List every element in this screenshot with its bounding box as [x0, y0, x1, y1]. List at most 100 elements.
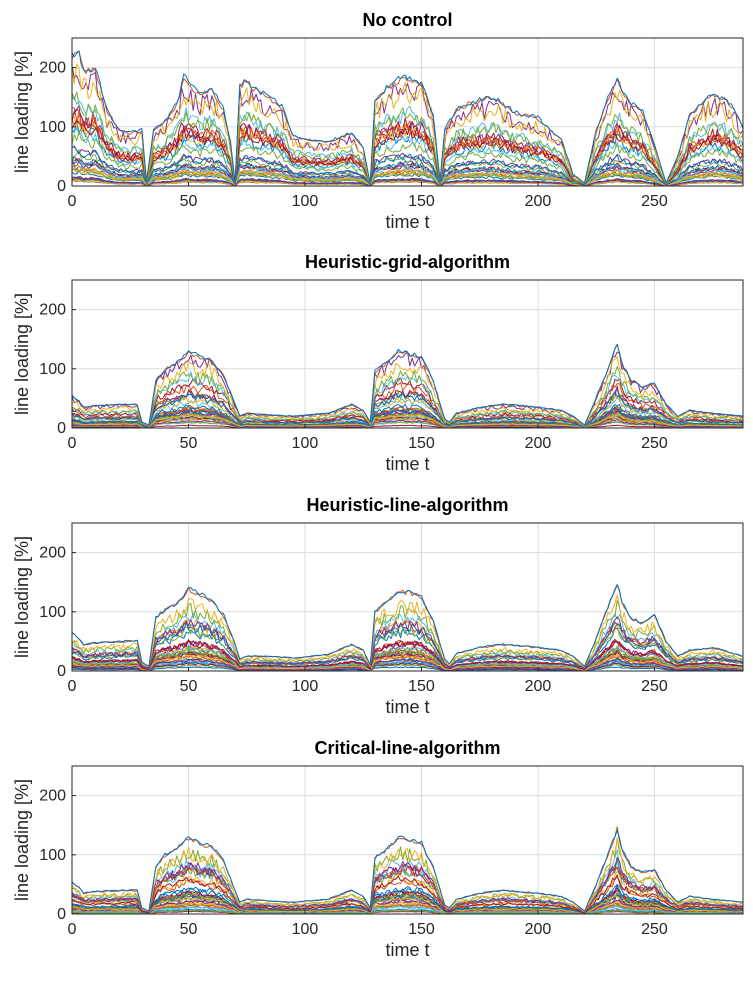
series-line: [72, 407, 743, 428]
x-tick-label: 50: [180, 921, 198, 938]
series-line: [72, 895, 743, 914]
x-tick-label: 0: [68, 435, 77, 452]
series-line: [72, 407, 743, 428]
x-tick-label: 250: [641, 435, 668, 452]
series-line: [72, 849, 743, 913]
series-group: [72, 343, 743, 428]
series-line: [72, 856, 743, 913]
subplot-title: Critical-line-algorithm: [314, 738, 500, 758]
y-tick-label: 0: [57, 906, 66, 923]
series-line: [72, 594, 743, 668]
y-tick-label: 200: [39, 545, 66, 562]
series-line: [72, 391, 743, 428]
x-tick-label: 200: [525, 678, 552, 695]
series-line: [72, 612, 743, 669]
y-axis-label: line loading [%]: [12, 779, 32, 901]
x-tick-label: 100: [292, 678, 319, 695]
x-tick-label: 50: [180, 193, 198, 210]
series-line: [72, 829, 743, 912]
x-axis-label: time t: [385, 940, 429, 960]
x-tick-label: 250: [641, 193, 668, 210]
series-line: [72, 909, 743, 914]
series-line: [72, 158, 743, 186]
x-tick-label: 150: [408, 435, 435, 452]
axes-frame: [71, 522, 744, 672]
series-line: [72, 600, 743, 669]
subplot-3: Heuristic-line-algorithm 0 50 100 150 200 250 0…: [12, 495, 744, 717]
series-line: [72, 366, 743, 427]
series-line: [72, 619, 743, 670]
series-line: [72, 165, 743, 186]
series-line: [72, 355, 743, 427]
x-tick-label: 150: [408, 921, 435, 938]
subplot-title: Heuristic-line-algorithm: [306, 495, 508, 515]
y-tick-label: 0: [57, 663, 66, 680]
series-line: [72, 910, 743, 914]
series-line: [72, 160, 743, 186]
series-line: [72, 666, 743, 671]
series-line: [72, 418, 743, 428]
series-group: [72, 584, 743, 671]
series-line: [72, 395, 743, 428]
series-line: [72, 644, 743, 671]
series-line: [72, 96, 743, 185]
x-tick-label: 0: [68, 921, 77, 938]
x-tick-label: 0: [68, 678, 77, 695]
series-line: [72, 903, 743, 914]
subplot-title: Heuristic-grid-algorithm: [305, 252, 510, 272]
y-tick-label: 100: [39, 361, 66, 378]
subplot-title: No control: [363, 10, 453, 30]
y-tick-label: 200: [39, 60, 66, 77]
series-group: [72, 826, 743, 914]
axes-frame: [71, 279, 744, 429]
y-tick-label: 200: [39, 302, 66, 319]
y-tick-label: 100: [39, 604, 66, 621]
series-line: [72, 180, 743, 186]
series-line: [72, 838, 743, 913]
series-line: [72, 884, 743, 914]
series-line: [72, 420, 743, 428]
series-line: [72, 177, 743, 186]
series-group: [72, 50, 743, 186]
y-axis-label: line loading [%]: [12, 536, 32, 658]
series-line: [72, 653, 743, 671]
series-line: [72, 130, 743, 186]
x-tick-label: 200: [525, 193, 552, 210]
axes-frame: [71, 765, 744, 915]
x-tick-label: 200: [525, 435, 552, 452]
series-line: [72, 658, 743, 671]
series-line: [72, 91, 743, 185]
x-tick-label: 0: [68, 193, 77, 210]
y-tick-label: 100: [39, 119, 66, 136]
x-axis-label: time t: [385, 697, 429, 717]
series-line: [72, 887, 743, 914]
series-line: [72, 640, 743, 670]
x-tick-label: 50: [180, 435, 198, 452]
y-tick-label: 0: [57, 420, 66, 437]
x-tick-label: 250: [641, 921, 668, 938]
axes-frame: [71, 37, 744, 187]
y-tick-label: 200: [39, 788, 66, 805]
series-line: [72, 837, 743, 913]
x-tick-label: 250: [641, 678, 668, 695]
subplot-1: No control 0 50 100 150 200 250 0 100 200 time t li…: [12, 10, 744, 232]
series-line: [72, 146, 743, 186]
subplot-4: Critical-line-algorithm 0 50 100 150 200 250 0 1…: [12, 738, 744, 960]
series-line: [72, 169, 743, 186]
series-line: [72, 119, 743, 186]
series-line: [72, 63, 743, 184]
series-line: [72, 403, 743, 428]
x-axis-label: time t: [385, 212, 429, 232]
series-line: [72, 584, 743, 667]
series-line: [72, 616, 743, 669]
plot-area: [72, 38, 743, 186]
y-tick-label: 0: [57, 178, 66, 195]
series-line: [72, 901, 743, 914]
x-tick-label: 100: [292, 921, 319, 938]
y-tick-label: 100: [39, 847, 66, 864]
series-line: [72, 623, 743, 670]
y-axis-label: line loading [%]: [12, 293, 32, 415]
x-tick-label: 150: [408, 193, 435, 210]
subplot-2: Heuristic-grid-algorithm 0 50 100 150 200 250 0…: [12, 252, 744, 474]
